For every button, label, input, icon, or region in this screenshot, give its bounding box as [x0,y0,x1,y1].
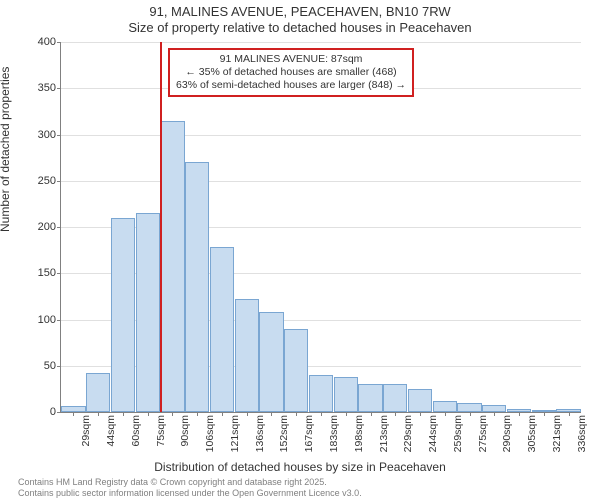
x-tick-mark [123,412,124,416]
x-tick-label: 60sqm [130,415,142,460]
plot-area: 91 MALINES AVENUE: 87sqm← 35% of detache… [60,42,581,413]
marker-line [160,42,162,412]
x-tick-label: 121sqm [229,415,241,460]
y-tick-label: 100 [16,314,56,326]
y-tick-mark [57,366,61,367]
x-tick-mark [346,412,347,416]
histogram-bar [482,405,506,412]
x-tick-mark [321,412,322,416]
histogram-bar [136,213,160,412]
chart-title: 91, MALINES AVENUE, PEACEHAVEN, BN10 7RW… [0,4,600,35]
y-tick-label: 400 [16,36,56,48]
y-tick-mark [57,227,61,228]
x-tick-mark [420,412,421,416]
title-line-2: Size of property relative to detached ho… [0,20,600,36]
y-tick-label: 200 [16,221,56,233]
x-tick-mark [172,412,173,416]
gridline [61,42,581,43]
x-tick-label: 29sqm [80,415,92,460]
annotation-line: 91 MALINES AVENUE: 87sqm [176,53,406,66]
footer-line-2: Contains public sector information licen… [18,488,362,498]
x-tick-mark [569,412,570,416]
x-tick-mark [148,412,149,416]
y-tick-label: 250 [16,175,56,187]
histogram-bar [210,247,234,412]
histogram-bar [86,373,110,412]
histogram-bar [185,162,209,412]
y-tick-mark [57,412,61,413]
y-tick-label: 0 [16,406,56,418]
x-tick-label: 198sqm [353,415,365,460]
x-tick-label: 106sqm [204,415,216,460]
x-tick-label: 244sqm [427,415,439,460]
x-tick-label: 305sqm [526,415,538,460]
histogram-bar [259,312,283,412]
y-axis-label: Number of detached properties [0,67,12,232]
y-tick-label: 300 [16,129,56,141]
histogram-bar [383,384,407,412]
histogram-bar [160,121,184,412]
y-tick-mark [57,273,61,274]
x-tick-mark [98,412,99,416]
x-tick-label: 213sqm [378,415,390,460]
x-tick-label: 336sqm [576,415,588,460]
x-tick-mark [519,412,520,416]
annotation-line: ← 35% of detached houses are smaller (46… [176,66,406,79]
x-tick-mark [494,412,495,416]
y-tick-label: 50 [16,360,56,372]
y-tick-mark [57,42,61,43]
title-line-1: 91, MALINES AVENUE, PEACEHAVEN, BN10 7RW [0,4,600,20]
chart-container: 91, MALINES AVENUE, PEACEHAVEN, BN10 7RW… [0,0,600,500]
x-tick-label: 90sqm [179,415,191,460]
y-tick-label: 150 [16,267,56,279]
gridline [61,181,581,182]
x-tick-label: 259sqm [452,415,464,460]
x-tick-label: 275sqm [477,415,489,460]
x-tick-mark [247,412,248,416]
x-tick-label: 183sqm [328,415,340,460]
histogram-bar [358,384,382,412]
x-tick-mark [271,412,272,416]
histogram-bar [309,375,333,412]
y-tick-mark [57,88,61,89]
x-axis-label: Distribution of detached houses by size … [0,460,600,474]
x-tick-label: 75sqm [155,415,167,460]
x-tick-label: 136sqm [254,415,266,460]
histogram-bar [284,329,308,412]
gridline [61,135,581,136]
x-tick-label: 229sqm [402,415,414,460]
x-tick-mark [445,412,446,416]
annotation-line: 63% of semi-detached houses are larger (… [176,79,406,92]
histogram-bar [433,401,457,412]
x-tick-label: 290sqm [501,415,513,460]
annotation-box: 91 MALINES AVENUE: 87sqm← 35% of detache… [168,48,414,97]
y-tick-mark [57,320,61,321]
x-tick-mark [73,412,74,416]
x-tick-mark [371,412,372,416]
histogram-bar [235,299,259,412]
x-tick-label: 44sqm [105,415,117,460]
y-tick-label: 350 [16,82,56,94]
histogram-bar [334,377,358,412]
x-tick-label: 321sqm [551,415,563,460]
x-tick-mark [395,412,396,416]
x-tick-mark [544,412,545,416]
histogram-bar [408,389,432,412]
histogram-bar [457,403,481,412]
footer-line-1: Contains HM Land Registry data © Crown c… [18,477,362,487]
y-tick-mark [57,135,61,136]
x-tick-mark [197,412,198,416]
x-tick-mark [470,412,471,416]
y-tick-mark [57,181,61,182]
x-tick-mark [296,412,297,416]
x-tick-mark [222,412,223,416]
x-tick-label: 167sqm [303,415,315,460]
histogram-bar [111,218,135,412]
attribution-footer: Contains HM Land Registry data © Crown c… [18,477,362,498]
x-tick-label: 152sqm [278,415,290,460]
